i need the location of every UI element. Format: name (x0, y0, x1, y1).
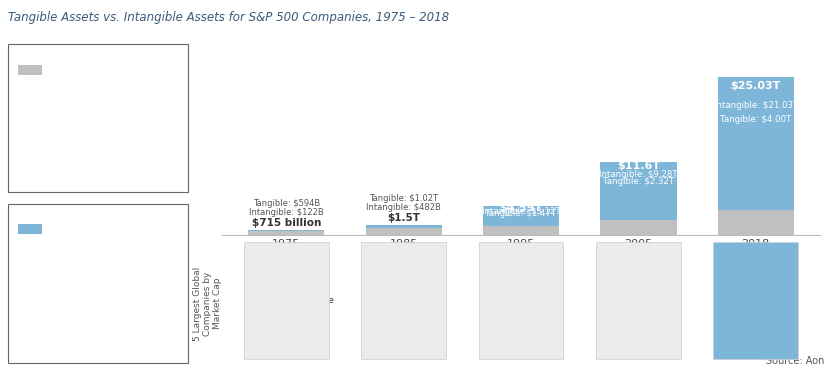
Bar (599, 220, 675, 235)
Text: $25.03T: $25.03T (730, 81, 780, 91)
Bar (599, 162, 675, 220)
Text: ▪ Exxon Mobil: ▪ Exxon Mobil (368, 276, 426, 285)
Text: ▪ Difficult to Insure: ▪ Difficult to Insure (18, 307, 119, 317)
Text: Intangible: $3.12T: Intangible: $3.12T (481, 206, 560, 216)
Text: ▪ Thick & efficient: ▪ Thick & efficient (18, 109, 114, 119)
Bar (365, 225, 441, 229)
Text: ▪ IBM: ▪ IBM (251, 257, 274, 266)
Bar (248, 231, 324, 235)
Text: ▪ Difficult to value: ▪ Difficult to value (18, 246, 115, 256)
Text: ▪ Citigroup: ▪ Citigroup (602, 315, 649, 324)
Bar (365, 229, 441, 235)
Text: ▪ Apple: ▪ Apple (719, 257, 752, 266)
Text: secondary markets: secondary markets (37, 289, 136, 299)
Text: Tangible Assets: Tangible Assets (50, 63, 160, 77)
Text: $715 billion: $715 billion (252, 218, 321, 228)
Text: ▪ Schlumberger: ▪ Schlumberger (368, 315, 435, 324)
Text: ▪ Insurable: ▪ Insurable (18, 148, 77, 158)
Text: $1.5T: $1.5T (387, 213, 420, 223)
Text: Intangible: $9.28T: Intangible: $9.28T (599, 170, 677, 179)
Text: Tangible: $594B: Tangible: $594B (252, 199, 319, 208)
Text: $11.6T: $11.6T (616, 161, 659, 171)
Text: ▪ Altria: ▪ Altria (485, 315, 516, 324)
Text: 5 Largest Global
Companies by
Market Cap: 5 Largest Global Companies by Market Cap (192, 266, 222, 340)
Text: ▪ 3M: ▪ 3M (251, 334, 271, 343)
Text: Source: Aon: Source: Aon (765, 356, 823, 366)
Text: ▪ GE: ▪ GE (485, 257, 505, 266)
Text: ▪ Microsoft: ▪ Microsoft (602, 296, 649, 305)
Text: ▪ Exxon Mobil: ▪ Exxon Mobil (251, 276, 309, 285)
Bar (482, 206, 558, 226)
Text: Tangible: $2.32T: Tangible: $2.32T (602, 177, 673, 186)
Text: Tangible: $1.02T: Tangible: $1.02T (369, 194, 438, 203)
Text: ▪ Exxon Mobil: ▪ Exxon Mobil (602, 276, 660, 285)
Text: ▪ Facebook: ▪ Facebook (719, 334, 767, 343)
Text: ▪ Coca-Cola: ▪ Coca-Cola (485, 296, 535, 305)
Text: ▪ Exxon Mobil: ▪ Exxon Mobil (485, 276, 543, 285)
Text: ▪ Microsoft: ▪ Microsoft (719, 296, 766, 305)
Text: ▪ GE: ▪ GE (368, 296, 388, 305)
Text: ▪ Thin & inefficient: ▪ Thin & inefficient (18, 268, 118, 278)
Text: secondary markets: secondary markets (37, 130, 136, 139)
Bar (716, 77, 793, 210)
Text: Intangible: $482B: Intangible: $482B (366, 203, 441, 212)
Bar (482, 226, 558, 235)
Text: ▪ Chevron: ▪ Chevron (368, 334, 411, 343)
Text: Intangible Assets: Intangible Assets (50, 222, 171, 236)
Text: ▪ Walmart: ▪ Walmart (602, 334, 645, 343)
Text: Intangible: $122B: Intangible: $122B (248, 208, 324, 217)
Text: $4.59T: $4.59T (499, 203, 542, 213)
Text: ▪ Walmart: ▪ Walmart (485, 334, 528, 343)
Text: Tangible: $1.47T: Tangible: $1.47T (485, 209, 556, 218)
Text: ▪ IBM: ▪ IBM (368, 257, 391, 266)
Bar (716, 210, 793, 235)
Text: ▪ Easy to value: ▪ Easy to value (18, 87, 99, 97)
Text: ▪ Amazon: ▪ Amazon (719, 315, 762, 324)
Text: ▪ Alphabet: ▪ Alphabet (719, 276, 765, 285)
Text: ▪ GE: ▪ GE (251, 315, 270, 324)
Text: Tangible: $4.00T: Tangible: $4.00T (719, 115, 790, 124)
Text: Tangible Assets vs. Intangible Assets for S&P 500 Companies, 1975 – 2018: Tangible Assets vs. Intangible Assets fo… (8, 11, 449, 24)
Text: Intangible: $21.03T: Intangible: $21.03T (713, 101, 797, 110)
Text: ▪ Procter & Gamble: ▪ Procter & Gamble (251, 296, 334, 305)
Text: ▪ GE: ▪ GE (602, 257, 622, 266)
